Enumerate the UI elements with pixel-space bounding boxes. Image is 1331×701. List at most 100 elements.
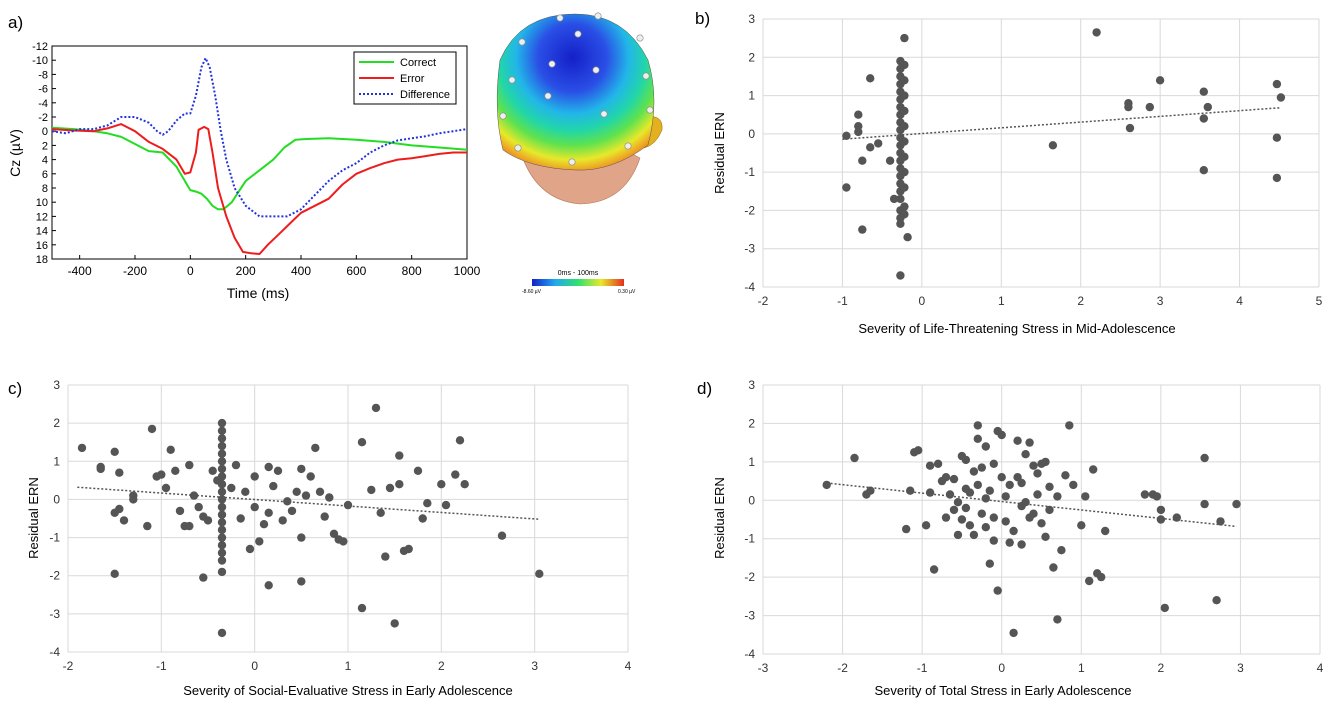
data-point <box>1053 615 1062 624</box>
data-point <box>969 530 979 540</box>
data-point <box>1140 490 1150 499</box>
erp-y-axis-label: Cz (µV) <box>7 129 23 177</box>
data-point <box>357 438 367 447</box>
data-point <box>455 436 465 445</box>
x-tick-label: 5 <box>1316 294 1323 308</box>
erp-x-tick-label: 200 <box>236 264 256 278</box>
x-tick-label: 0 <box>919 294 926 308</box>
erp-y-tick-label: 4 <box>42 155 48 167</box>
data-point <box>981 494 990 503</box>
data-point <box>1045 505 1054 515</box>
data-point <box>866 143 875 152</box>
electrode <box>600 110 608 118</box>
data-point <box>250 472 259 481</box>
data-point <box>1033 469 1042 478</box>
data-point <box>914 446 923 455</box>
data-point <box>900 137 909 146</box>
y-tick-label: 1 <box>748 455 755 469</box>
data-point <box>925 461 935 470</box>
erp-y-tick-label: 14 <box>36 226 48 238</box>
x-tick-label: 2 <box>1158 661 1165 675</box>
x-tick-label: -3 <box>758 661 769 675</box>
y-tick-label: -2 <box>49 569 60 583</box>
erp-y-tick-label: -6 <box>38 84 48 96</box>
data-point <box>297 533 306 542</box>
data-point <box>1156 505 1166 515</box>
data-point <box>217 418 227 428</box>
data-point <box>175 506 185 516</box>
data-point <box>320 512 329 521</box>
data-point <box>418 514 427 523</box>
erp-x-axis-label: Time (ms) <box>227 285 289 301</box>
data-point <box>1212 596 1221 605</box>
data-point <box>423 499 432 508</box>
erp-y-tick-label: 0 <box>42 126 48 138</box>
data-point <box>903 233 912 242</box>
x-tick-label: 1 <box>998 294 1005 308</box>
electrode <box>508 76 516 84</box>
data-point <box>949 505 959 515</box>
y-tick-label: -1 <box>49 531 60 545</box>
data-point <box>1021 498 1030 507</box>
data-point <box>925 488 935 497</box>
colorbar-min-label: -8.60 µV <box>522 289 542 295</box>
data-point <box>283 497 292 506</box>
data-point <box>1049 563 1058 572</box>
data-point <box>973 434 982 443</box>
data-point <box>965 488 975 497</box>
data-point <box>1053 492 1062 501</box>
data-point <box>287 506 297 516</box>
data-point <box>217 480 227 489</box>
data-point <box>1001 492 1010 501</box>
data-point <box>900 91 909 100</box>
data-point <box>921 521 931 530</box>
x-tick-label: -2 <box>63 659 74 673</box>
data-point <box>896 194 905 204</box>
data-point <box>110 569 119 578</box>
data-point <box>339 537 348 546</box>
panel-d-label: d) <box>697 379 712 398</box>
data-point <box>957 515 967 524</box>
x-tick-label: 3 <box>1157 294 1164 308</box>
data-point <box>217 502 227 512</box>
data-point <box>227 483 236 493</box>
data-point <box>250 502 259 512</box>
electrode <box>514 144 522 152</box>
data-point <box>166 445 175 454</box>
data-point <box>77 443 87 453</box>
y-tick-label: 0 <box>748 127 755 141</box>
y-tick-label: -3 <box>744 242 755 256</box>
electrode <box>636 34 644 42</box>
data-point <box>217 464 227 474</box>
x-tick-label: -1 <box>917 661 928 675</box>
data-point <box>900 210 909 219</box>
data-point <box>993 586 1002 595</box>
data-point <box>157 470 166 479</box>
data-point <box>217 510 227 519</box>
data-point <box>1172 513 1182 522</box>
y-tick-label: -2 <box>744 570 755 584</box>
data-point <box>1199 114 1209 123</box>
data-point <box>441 500 451 510</box>
data-point <box>900 122 909 131</box>
data-point <box>900 33 909 43</box>
data-point <box>264 462 273 472</box>
data-point <box>941 513 951 522</box>
data-point <box>357 603 367 613</box>
data-point <box>292 487 301 496</box>
data-point <box>1065 421 1074 430</box>
data-point <box>404 544 413 554</box>
data-point <box>949 474 959 484</box>
trend-line <box>842 107 1280 140</box>
data-point <box>989 513 998 522</box>
data-point <box>1009 628 1018 638</box>
data-point <box>953 530 963 540</box>
data-point <box>119 516 129 525</box>
electrode <box>592 66 600 74</box>
data-point <box>315 487 325 496</box>
y-tick-label: 2 <box>748 50 755 64</box>
erp-y-tick-label: 16 <box>36 240 48 252</box>
electrode <box>499 112 507 120</box>
data-point <box>217 628 227 638</box>
